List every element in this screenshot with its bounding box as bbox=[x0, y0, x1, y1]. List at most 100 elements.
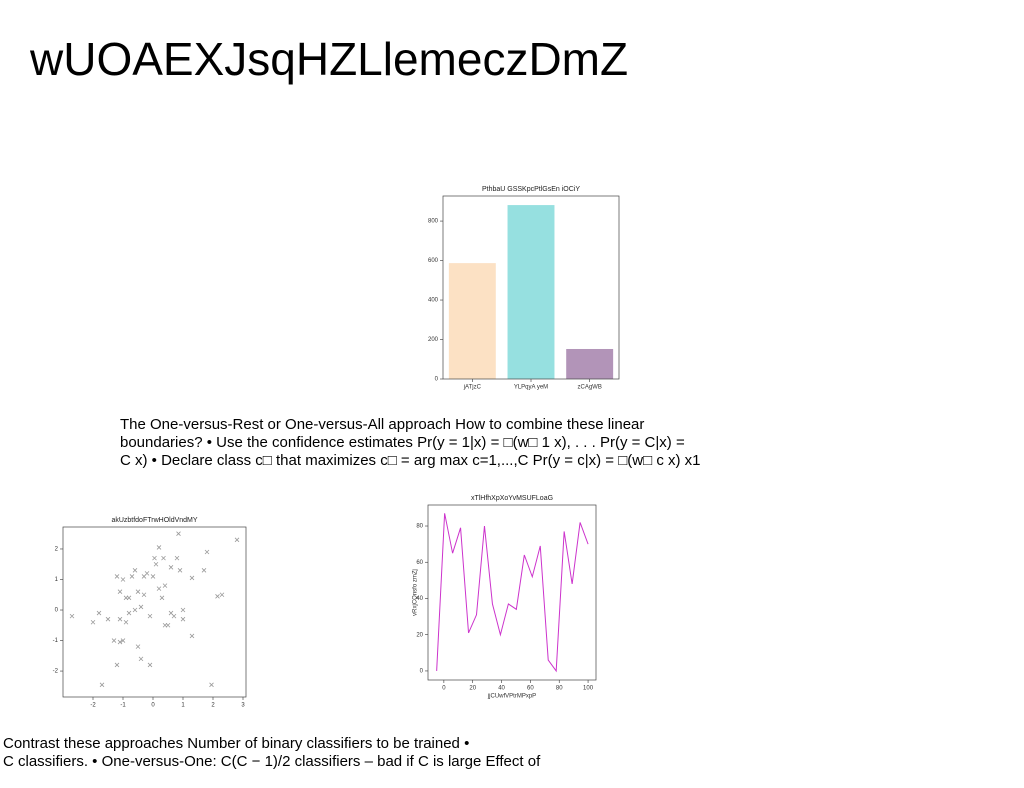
y-tick-label: 0 bbox=[420, 669, 424, 675]
chart-title: PthbaU GSSKpcPtlGsEn iOCiY bbox=[482, 186, 580, 193]
scatter-point bbox=[138, 656, 144, 662]
y-tick-label: -2 bbox=[53, 669, 59, 675]
scatter-point bbox=[117, 639, 123, 645]
scatter-point bbox=[150, 574, 156, 579]
scatter-point bbox=[156, 586, 162, 591]
scatter-point bbox=[141, 592, 147, 598]
slide-title: wUOAEXJsqHZLlemeczDmZ bbox=[29, 33, 628, 85]
scatter-point bbox=[153, 561, 159, 567]
scatter-point bbox=[174, 555, 180, 561]
scatter-point bbox=[117, 589, 123, 594]
scatter-point bbox=[219, 592, 225, 598]
bar bbox=[448, 263, 496, 379]
y-tick-label: 800 bbox=[428, 219, 439, 225]
y-tick-label: 20 bbox=[416, 632, 423, 638]
scatter-point bbox=[168, 565, 174, 570]
scatter-point bbox=[161, 555, 166, 561]
x-tick-label: 1 bbox=[181, 703, 185, 709]
x-axis-label: jjCUwfVPtrMPxpP bbox=[487, 694, 536, 700]
chart-title: xTlHfhXpXoYvMSUFLoaG bbox=[471, 495, 553, 502]
scatter-point bbox=[69, 613, 75, 619]
y-tick-label: 40 bbox=[416, 596, 423, 602]
scatter-point bbox=[126, 610, 132, 616]
scatter-point bbox=[176, 531, 181, 536]
scatter-point bbox=[120, 638, 126, 643]
y-tick-label: 0 bbox=[55, 608, 59, 614]
x-tick-label: 0 bbox=[442, 686, 446, 692]
scatter-point bbox=[180, 607, 186, 613]
scatter-point bbox=[132, 607, 138, 613]
y-tick-label: 200 bbox=[428, 337, 439, 343]
scatter-point bbox=[156, 545, 162, 550]
scatter-point bbox=[99, 682, 105, 688]
x-tick-label: 60 bbox=[527, 686, 534, 692]
paragraph-line: The One-versus-Rest or One-versus-All ap… bbox=[120, 416, 644, 433]
scatter-point bbox=[135, 589, 141, 594]
y-tick-label: 600 bbox=[428, 258, 439, 264]
scatter-point bbox=[144, 571, 150, 576]
scatter-point bbox=[114, 574, 120, 579]
scatter-point bbox=[201, 568, 207, 573]
x-tick-label: 100 bbox=[583, 686, 594, 692]
scatter-point bbox=[90, 619, 96, 625]
scatter-point bbox=[117, 616, 123, 622]
scatter-point bbox=[189, 575, 195, 581]
x-tick-label: -1 bbox=[120, 703, 126, 709]
scatter-point bbox=[204, 549, 210, 555]
scatter-point bbox=[189, 633, 195, 639]
scatter-point bbox=[129, 574, 135, 579]
scatter-point bbox=[138, 604, 144, 610]
plot-frame bbox=[427, 504, 597, 681]
scatter-point bbox=[152, 555, 157, 561]
x-tick-label: jATjzC bbox=[463, 385, 482, 391]
y-tick-label: 2 bbox=[55, 547, 59, 553]
scatter-point bbox=[114, 662, 120, 668]
y-axis-label: vRxjCQnsfo zmZj bbox=[413, 569, 419, 616]
x-tick-label: 0 bbox=[151, 703, 155, 709]
y-tick-label: 0 bbox=[435, 377, 439, 383]
x-tick-label: 20 bbox=[469, 686, 476, 692]
plot-frame bbox=[62, 526, 247, 698]
x-tick-label: -2 bbox=[90, 703, 96, 709]
scatter-point bbox=[168, 610, 174, 616]
y-tick-label: 400 bbox=[428, 298, 439, 304]
scatter-point bbox=[123, 619, 129, 625]
x-tick-label: 40 bbox=[498, 686, 505, 692]
y-tick-label: 80 bbox=[416, 524, 423, 530]
scatter-point bbox=[135, 644, 141, 649]
bar bbox=[507, 205, 555, 379]
scatter-point bbox=[165, 622, 171, 628]
scatter-point bbox=[111, 638, 117, 643]
line-series bbox=[436, 513, 589, 673]
plot-frame bbox=[442, 195, 620, 380]
chart-title: akUzbtfdoFTrwHOldVndMY bbox=[111, 517, 197, 524]
x-tick-label: YLPqyA yeM bbox=[514, 385, 548, 391]
scatter-point bbox=[162, 583, 168, 588]
y-tick-label: -1 bbox=[53, 638, 59, 644]
scatter-point bbox=[180, 616, 186, 622]
paragraph-line: C x) • Declare class c□ that maximizes c… bbox=[120, 452, 701, 469]
scatter-point bbox=[177, 568, 183, 573]
x-tick-label: 3 bbox=[241, 703, 245, 709]
x-tick-label: 2 bbox=[211, 703, 215, 709]
bar bbox=[566, 348, 614, 379]
x-tick-label: 80 bbox=[556, 686, 563, 692]
scatter-point bbox=[132, 568, 138, 573]
y-tick-label: 60 bbox=[416, 560, 423, 566]
paragraph-line: boundaries? • Use the confidence estimat… bbox=[120, 434, 685, 451]
scatter-point bbox=[105, 616, 111, 622]
scatter-point bbox=[147, 662, 153, 668]
paragraph-line: Contrast these approaches Number of bina… bbox=[3, 735, 469, 752]
x-tick-label: zCAgWB bbox=[577, 385, 601, 391]
scatter-point bbox=[159, 595, 165, 601]
scatter-point bbox=[120, 577, 126, 582]
scatter-point bbox=[234, 537, 240, 543]
scatter-point bbox=[126, 595, 132, 601]
paragraph-line: C classifiers. • One-versus-One: C(C − 1… bbox=[3, 753, 541, 770]
scatter-point bbox=[215, 593, 220, 599]
y-tick-label: 1 bbox=[55, 577, 59, 583]
scatter-point bbox=[209, 682, 214, 688]
scatter-point bbox=[96, 610, 102, 616]
scatter-point bbox=[147, 613, 153, 619]
